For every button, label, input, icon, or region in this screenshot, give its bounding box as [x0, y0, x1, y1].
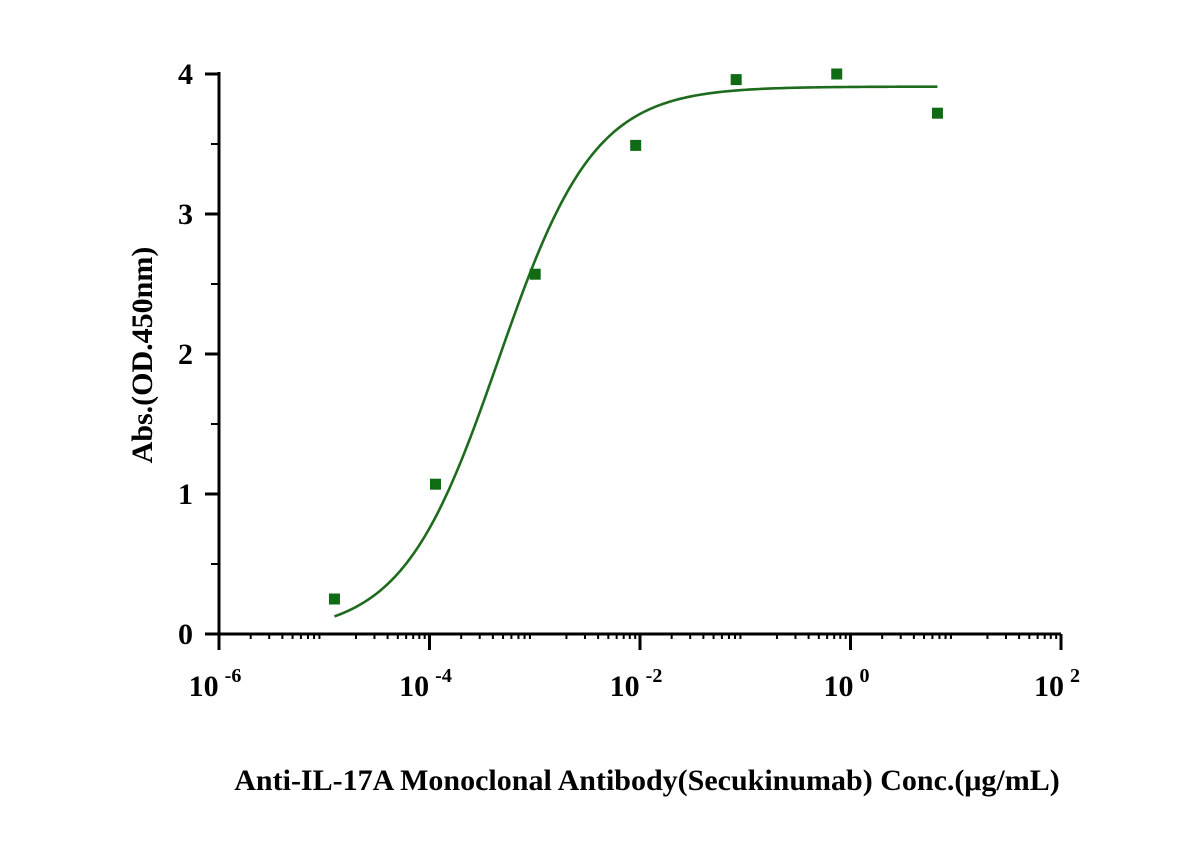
x-tick-label: 10 -6 — [189, 665, 242, 703]
data-points — [328, 68, 943, 605]
y-tick-label: 4 — [178, 58, 193, 91]
y-tick-label: 1 — [178, 478, 193, 511]
x-tick-label: 10 -4 — [399, 665, 452, 703]
y-axis-label: Abs.(OD.450nm) — [126, 247, 159, 464]
y-tick-labels: 0 1 2 3 4 — [178, 58, 193, 651]
data-point — [529, 268, 541, 280]
data-point — [630, 139, 642, 151]
x-tick-labels: 10 -6 10 -4 10 -2 10 0 10 2 — [189, 665, 1080, 703]
y-tick-label: 0 — [178, 618, 193, 651]
x-tick-label: 10 -2 — [610, 665, 663, 703]
axes — [205, 72, 1063, 650]
data-point — [328, 593, 340, 605]
data-point — [730, 74, 742, 86]
data-point — [831, 68, 843, 80]
x-tick-label: 10 0 — [824, 665, 870, 703]
data-point — [429, 478, 441, 490]
data-point — [931, 107, 943, 119]
fit-curve — [334, 85, 938, 618]
x-tick-label: 10 2 — [1034, 665, 1080, 703]
x-axis-label: Anti-IL-17A Monoclonal Antibody(Secukinu… — [234, 764, 1059, 797]
fit-curve-group — [334, 85, 938, 618]
y-tick-label: 3 — [178, 198, 193, 231]
y-tick-label: 2 — [178, 338, 193, 371]
